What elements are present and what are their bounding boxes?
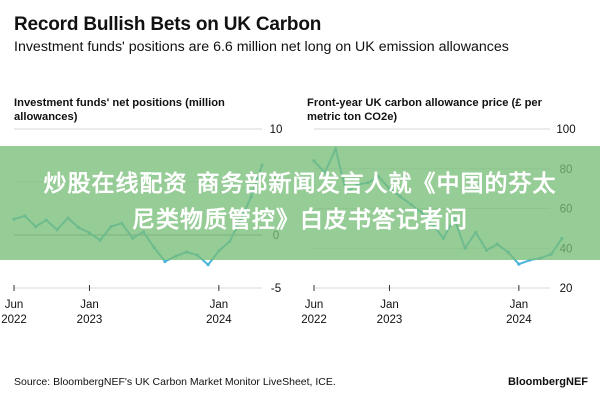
overlay-banner-text: 炒股在线配资 商务部新闻发言人就《中国的芬太 尼类物质管控》白皮书答记者问 [0, 166, 600, 238]
brand-logo-text: BloombergNEF [507, 376, 588, 388]
y-tick-label: -5 [271, 283, 281, 295]
chart-title: Record Bullish Bets on UK Carbon [14, 14, 322, 35]
source-note: Source: BloombergNEF's UK Carbon Market … [14, 376, 336, 388]
data-point [163, 259, 167, 264]
data-point [206, 263, 210, 267]
x-tick-label: Jan 2023 [77, 299, 103, 326]
x-tick-label: Jun 2022 [1, 299, 27, 326]
x-tick-label: Jun 2022 [301, 299, 327, 326]
overlay-line-1: 炒股在线配资 商务部新闻发言人就《中国的芬太 [43, 171, 557, 197]
x-tick-label: Jan 2024 [506, 299, 532, 326]
right-panel-title: Front-year UK carbon allowance price (£ … [307, 97, 543, 123]
data-point [517, 262, 521, 266]
x-tick-label: Jan 2023 [377, 299, 403, 326]
overlay-banner [0, 146, 600, 260]
left-panel-title: Investment funds' net positions (million… [14, 97, 225, 123]
y-tick-label: 10 [270, 124, 283, 136]
y-tick-label: 20 [560, 283, 573, 295]
x-tick-label: Jan 2024 [206, 299, 232, 326]
y-tick-label: 100 [556, 124, 575, 136]
chart-subtitle: Investment funds' positions are 6.6 mill… [14, 39, 509, 55]
overlay-line-2: 尼类物质管控》白皮书答记者问 [132, 207, 468, 233]
